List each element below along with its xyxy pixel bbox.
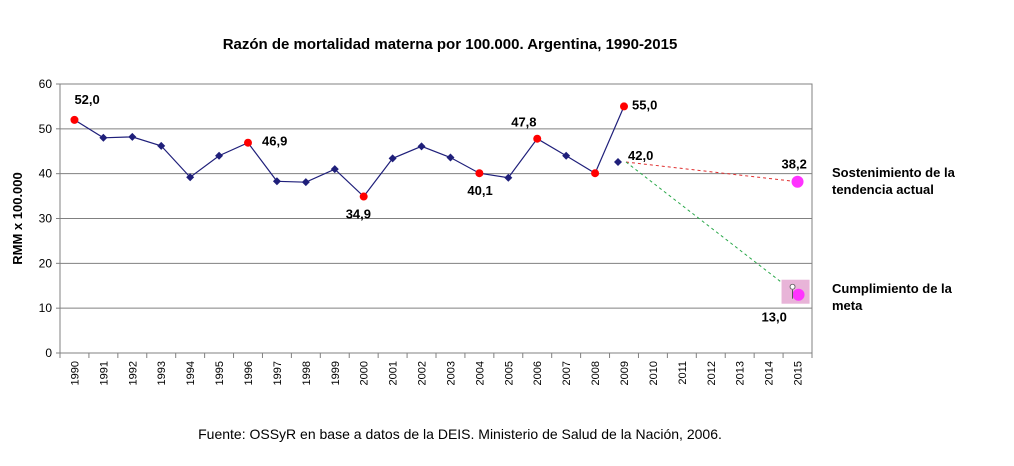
data-label: 42,0 — [628, 148, 653, 163]
annotation-sustain-line-2: tendencia actual — [832, 182, 934, 197]
x-tick-label: 2013 — [735, 361, 747, 385]
y-tick-label: 20 — [39, 256, 53, 270]
x-tick-label: 2005 — [503, 361, 515, 385]
y-tick-label: 10 — [39, 301, 53, 315]
data-label: 40,1 — [467, 183, 492, 198]
x-tick-label: 1998 — [301, 361, 313, 385]
highlight-point — [244, 138, 252, 147]
projection-start-point — [614, 158, 622, 167]
y-tick-label: 0 — [45, 346, 52, 360]
x-tick-label: 2006 — [532, 361, 544, 385]
series-line — [74, 106, 625, 198]
x-tick-label: 2014 — [764, 361, 776, 385]
y-tick-label: 50 — [39, 122, 53, 136]
data-label: 47,8 — [511, 115, 536, 130]
x-tick-label: 1995 — [214, 361, 226, 385]
annotation-goal: Cumplimiento de la meta — [832, 280, 952, 314]
x-tick-label: 2008 — [590, 361, 602, 385]
series-point — [388, 154, 397, 163]
x-tick-label: 1993 — [156, 361, 168, 385]
x-tick-label: 2010 — [648, 361, 660, 385]
series-point — [272, 177, 281, 186]
highlight-point — [359, 192, 368, 201]
highlight-point — [533, 134, 542, 143]
chart-title: Razón de mortalidad materna por 100.000.… — [222, 36, 678, 53]
y-tick-label: 60 — [39, 77, 53, 91]
x-tick-label: 2001 — [388, 361, 400, 385]
series-point — [157, 141, 166, 150]
x-tick-label: 1997 — [272, 361, 284, 385]
x-tick-label: 2002 — [417, 361, 429, 385]
x-tick-label: 1994 — [185, 361, 197, 385]
data-label: 55,0 — [632, 97, 657, 112]
data-label: 13,0 — [762, 310, 787, 325]
series-point — [215, 151, 224, 160]
x-tick-label: 1990 — [69, 361, 81, 385]
series-point — [99, 133, 108, 142]
series-point — [446, 153, 455, 162]
x-tick-label: 1996 — [243, 361, 255, 385]
projection-line-sustain — [625, 161, 798, 183]
data-label: 52,0 — [74, 92, 99, 107]
series-point — [186, 173, 195, 182]
x-tick-label: 2000 — [359, 361, 371, 385]
y-axis-label: RMM x 100.000 — [10, 172, 25, 265]
projection-point-goal — [792, 288, 805, 301]
series-point — [504, 173, 513, 182]
y-tick-label: 40 — [39, 167, 53, 181]
x-tick-label: 2012 — [706, 361, 718, 385]
annotation-goal-line-1: Cumplimiento de la — [832, 281, 952, 296]
series-point — [417, 142, 426, 151]
y-tick-label: 30 — [39, 212, 53, 226]
x-tick-label: 1999 — [330, 361, 342, 385]
x-tick-label: 1992 — [127, 361, 139, 385]
series-point — [562, 151, 571, 160]
projection-point-sustain — [791, 175, 804, 188]
series-point — [301, 178, 310, 187]
data-label: 38,2 — [782, 157, 807, 172]
annotation-goal-line-2: meta — [832, 298, 863, 313]
data-label: 46,9 — [262, 134, 287, 149]
x-tick-label: 2011 — [677, 361, 689, 385]
highlight-point — [620, 102, 628, 111]
series-point — [330, 165, 339, 174]
annotation-sustain-line-1: Sostenimiento de la — [832, 165, 955, 180]
source-note: Fuente: OSSyR en base a datos de la DEIS… — [198, 426, 722, 442]
annotation-sustain: Sostenimiento de la tendencia actual — [832, 164, 955, 198]
highlight-point — [70, 115, 79, 124]
x-tick-label: 2007 — [561, 361, 573, 385]
x-tick-label: 2003 — [445, 361, 457, 385]
x-tick-label: 1991 — [98, 361, 110, 385]
projection-line-goal — [625, 161, 798, 296]
data-label: 34,9 — [346, 207, 371, 222]
x-tick-label: 2015 — [793, 361, 805, 385]
highlight-point — [475, 169, 484, 178]
person-icon — [789, 283, 796, 290]
x-tick-label: 2009 — [619, 361, 631, 385]
x-tick-label: 2004 — [474, 361, 486, 385]
series-point — [128, 132, 137, 141]
highlight-point — [591, 169, 600, 178]
